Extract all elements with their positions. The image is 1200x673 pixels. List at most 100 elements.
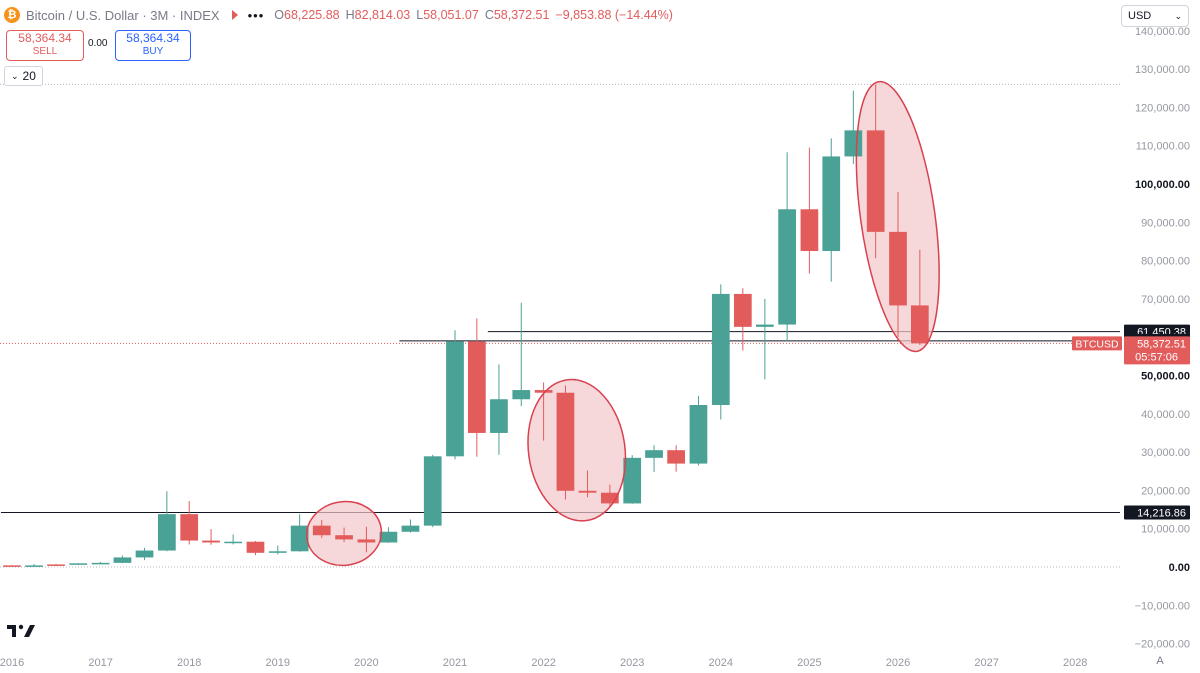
x-tick-label: 2023 xyxy=(620,657,644,669)
x-tick-label: 2020 xyxy=(354,657,378,669)
ohlc-low: L58,051.07 xyxy=(416,8,479,22)
candle-body[interactable] xyxy=(667,450,685,464)
y-tick-label: −10,000.00 xyxy=(1135,600,1190,612)
candle-body[interactable] xyxy=(246,541,265,553)
y-tick-label: 130,000.00 xyxy=(1135,64,1190,76)
candle-body[interactable] xyxy=(534,390,553,393)
y-tick-label: −20,000.00 xyxy=(1135,639,1190,651)
x-tick-label: 2026 xyxy=(886,657,910,669)
x-tick-label: 2016 xyxy=(0,657,24,669)
indicator-toggle-button[interactable]: ⌄ 20 xyxy=(4,66,43,86)
candle-body[interactable] xyxy=(401,525,420,532)
x-tick-label: 2021 xyxy=(443,657,467,669)
buy-button[interactable]: 58,364.34 BUY xyxy=(115,30,191,61)
candle-body[interactable] xyxy=(446,341,464,457)
y-tick-label: 120,000.00 xyxy=(1135,102,1190,114)
y-tick-label: 20,000.00 xyxy=(1141,485,1190,497)
highlight-ellipse[interactable] xyxy=(519,373,634,527)
x-tick-label: 2022 xyxy=(531,657,555,669)
candle-body[interactable] xyxy=(423,456,442,526)
tradingview-logo[interactable] xyxy=(7,622,37,640)
candle-body[interactable] xyxy=(69,563,88,565)
sell-label: SELL xyxy=(32,46,58,57)
y-tick-label: 50,000.00 xyxy=(1141,371,1190,383)
highlight-ellipse[interactable] xyxy=(842,77,953,357)
symbol-tag[interactable]: BTCUSD xyxy=(1075,338,1119,350)
candle-body[interactable] xyxy=(357,539,376,543)
candle-body[interactable] xyxy=(335,535,353,540)
ohlc-open: O68,225.88 xyxy=(274,8,340,22)
candle-body[interactable] xyxy=(290,525,309,552)
candle-body[interactable] xyxy=(623,457,642,504)
currency-select[interactable]: USD ⌄ xyxy=(1121,5,1189,27)
candle-body[interactable] xyxy=(844,130,863,157)
y-tick-label: 70,000.00 xyxy=(1141,294,1190,306)
y-tick-label: 30,000.00 xyxy=(1141,447,1190,459)
ohlc-values: O68,225.88 H82,814.03 L58,051.07 C58,372… xyxy=(274,8,673,22)
candle-body[interactable] xyxy=(379,531,398,543)
candle-body[interactable] xyxy=(556,392,575,491)
candle-body[interactable] xyxy=(180,514,199,541)
spread-value: 0.00 xyxy=(88,38,108,49)
candle-body[interactable] xyxy=(910,305,929,344)
candle-body[interactable] xyxy=(113,557,132,563)
ohlc-change: −9,853.88 (−14.44%) xyxy=(555,8,673,22)
candle-body[interactable] xyxy=(490,399,508,433)
candle-body[interactable] xyxy=(755,324,774,327)
symbol-tag-bg[interactable] xyxy=(1072,336,1122,351)
candle-body[interactable] xyxy=(135,550,154,558)
candle-body[interactable] xyxy=(889,231,907,306)
buy-label: BUY xyxy=(142,46,164,57)
candle-body[interactable] xyxy=(3,565,21,567)
sell-button[interactable]: 58,364.34 SELL xyxy=(6,30,84,61)
currency-label: USD xyxy=(1128,10,1152,22)
candle-body[interactable] xyxy=(312,525,331,536)
y-tick-label: 140,000.00 xyxy=(1135,26,1190,38)
more-options-icon[interactable]: ••• xyxy=(247,7,265,23)
candle-body[interactable] xyxy=(47,564,65,566)
x-tick-label: 2028 xyxy=(1063,657,1087,669)
highlight-ellipse-fill[interactable] xyxy=(519,373,634,527)
y-tick-label: 90,000.00 xyxy=(1141,217,1190,229)
highlight-ellipse[interactable] xyxy=(303,497,386,570)
bitcoin-logo-icon: ₿ xyxy=(4,7,20,23)
y-tick-label: 110,000.00 xyxy=(1136,141,1190,153)
y-tick-label: 10,000.00 xyxy=(1141,524,1190,536)
candle-body[interactable] xyxy=(91,562,110,565)
indicator-count: 20 xyxy=(22,69,36,83)
ohlc-high: H82,814.03 xyxy=(345,8,411,22)
y-tick-label: 40,000.00 xyxy=(1141,409,1190,421)
candle-body[interactable] xyxy=(645,450,663,458)
y-tick-label: 0.00 xyxy=(1169,562,1190,574)
y-tick-label: 80,000.00 xyxy=(1141,256,1190,268)
y-tick-label: 100,000.00 xyxy=(1135,179,1190,191)
price-line-label-bg xyxy=(1124,505,1190,520)
candle-body[interactable] xyxy=(158,514,176,551)
candle-body[interactable] xyxy=(800,209,819,252)
x-tick-label: 2017 xyxy=(88,657,112,669)
last-price-label-bg xyxy=(1124,336,1190,365)
flag-icon[interactable] xyxy=(231,10,238,20)
candle-body[interactable] xyxy=(778,209,796,325)
candle-body[interactable] xyxy=(866,130,885,232)
candle-body[interactable] xyxy=(25,565,43,567)
candle-body[interactable] xyxy=(689,404,708,464)
candle-body[interactable] xyxy=(268,551,287,553)
chevron-down-icon: ⌄ xyxy=(1174,10,1182,21)
candle-body[interactable] xyxy=(822,156,841,252)
symbol-title[interactable]: Bitcoin / U.S. Dollar · 3M · INDEX xyxy=(26,7,220,23)
candle-body[interactable] xyxy=(601,492,619,504)
x-tick-label: 2018 xyxy=(177,657,201,669)
x-tick-label: 2019 xyxy=(266,657,290,669)
x-tick-label: 2027 xyxy=(974,657,998,669)
auto-scale-button[interactable]: A xyxy=(1156,655,1164,667)
candle-body[interactable] xyxy=(578,490,597,493)
candle-body[interactable] xyxy=(224,541,242,544)
candle-body[interactable] xyxy=(202,540,220,543)
sell-price: 58,364.34 xyxy=(18,31,72,45)
candle-body[interactable] xyxy=(711,293,730,405)
candle-body[interactable] xyxy=(512,390,531,400)
candle-body[interactable] xyxy=(467,341,486,433)
candle-body[interactable] xyxy=(733,293,752,327)
